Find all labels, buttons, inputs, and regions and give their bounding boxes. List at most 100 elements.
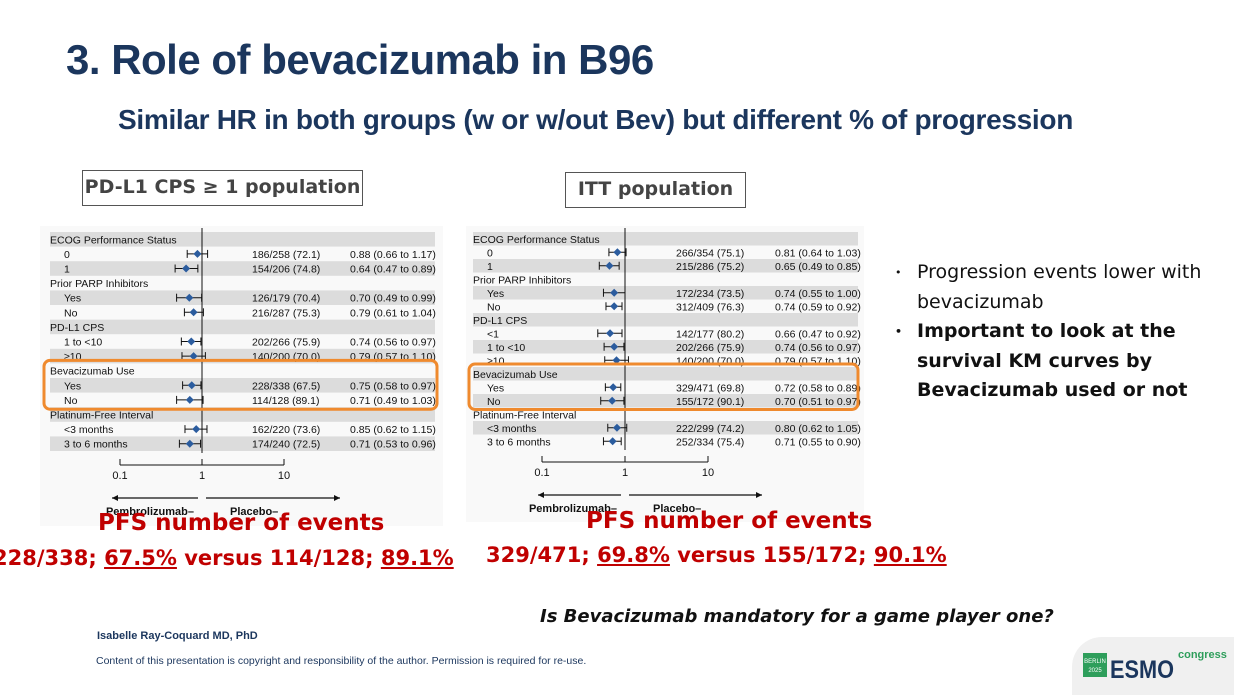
hr-point-marker — [187, 381, 196, 390]
row-stripe — [473, 232, 858, 246]
row-stripe — [473, 421, 858, 435]
x-axis-tick-label: 10 — [278, 470, 290, 482]
events-value: 216/287 (75.3) — [252, 307, 320, 319]
x-axis-tick-label: 1 — [622, 467, 628, 479]
events-value: 162/220 (73.6) — [252, 424, 320, 436]
subgroup-label: Yes — [64, 380, 81, 392]
pfs-right-a: 329/471; — [486, 543, 590, 567]
subgroup-label: 1 — [487, 261, 493, 273]
subgroup-label: Yes — [64, 293, 81, 305]
bullet-dot-icon: • — [895, 266, 902, 279]
row-stripe — [50, 407, 435, 422]
hr-ci-value: 0.74 (0.59 to 0.92) — [775, 301, 861, 313]
events-value: 228/338 (67.5) — [252, 380, 320, 392]
subgroup-label: 1 to <10 — [64, 337, 102, 349]
hr-ci-value: 0.70 (0.51 to 0.97) — [775, 396, 861, 408]
row-stripe — [50, 232, 435, 247]
hr-point-marker — [189, 308, 198, 317]
hr-ci-value: 0.79 (0.61 to 1.04) — [350, 307, 436, 319]
x-axis-tick-label: 10 — [702, 467, 714, 479]
row-stripe — [473, 259, 858, 273]
hr-ci-value: 0.88 (0.66 to 1.17) — [350, 249, 436, 261]
favors-left-label: Pembrolizumab– — [106, 506, 194, 518]
pfs-left-a-pct: 67.5% — [104, 546, 177, 570]
hr-ci-value: 0.70 (0.49 to 0.99) — [350, 293, 436, 305]
subgroup-label: 0 — [487, 247, 493, 259]
subgroup-label: No — [64, 395, 78, 407]
hr-ci-value: 0.65 (0.49 to 0.85) — [775, 261, 861, 273]
hr-point-marker — [606, 329, 615, 338]
hr-point-marker — [608, 437, 617, 446]
hr-ci-value: 0.71 (0.55 to 0.90) — [775, 436, 861, 448]
slide-subtitle: Similar HR in both groups (w or w/out Be… — [118, 104, 1073, 135]
events-value: 202/266 (75.9) — [676, 342, 744, 354]
row-stripe — [473, 340, 858, 354]
hr-ci-value: 0.81 (0.64 to 1.03) — [775, 247, 861, 259]
subgroup-header: Bevacizumab Use — [473, 369, 558, 381]
favors-left-label: Pembrolizumab– — [529, 503, 617, 515]
x-axis-tick-label: 0.1 — [112, 470, 127, 482]
row-stripe — [50, 378, 435, 393]
logo-city: BERLIN — [1084, 659, 1106, 665]
hr-ci-value: 0.80 (0.62 to 1.05) — [775, 423, 861, 435]
pfs-left-mid: versus 114/128; — [184, 546, 374, 570]
hr-point-marker — [608, 396, 617, 405]
subgroup-label: 3 to 6 months — [487, 436, 551, 448]
events-value: 202/266 (75.9) — [252, 337, 320, 349]
row-stripe — [50, 436, 435, 451]
hr-point-marker — [185, 293, 194, 302]
hr-point-marker — [185, 395, 194, 404]
subgroup-label: 1 to <10 — [487, 342, 525, 354]
hr-ci-value: 0.71 (0.49 to 1.03) — [350, 395, 436, 407]
subgroup-header: ECOG Performance Status — [50, 234, 177, 246]
x-axis-tick-label: 0.1 — [534, 467, 549, 479]
hr-point-marker — [192, 425, 201, 434]
population-label-left: PD-L1 CPS ≥ 1 population — [82, 170, 363, 206]
hr-point-marker — [610, 302, 619, 311]
subgroup-label: <3 months — [487, 423, 536, 435]
esmo-congress-logo: BERLIN 2025 ESMO congress — [1083, 645, 1231, 685]
hr-ci-value: 0.74 (0.56 to 0.97) — [350, 337, 436, 349]
x-axis-tick-label: 1 — [199, 470, 205, 482]
events-value: 126/179 (70.4) — [252, 293, 320, 305]
subgroup-label: 0 — [64, 249, 70, 261]
events-value: 186/258 (72.1) — [252, 249, 320, 261]
subgroup-header: Platinum-Free Interval — [473, 409, 576, 421]
events-value: 222/299 (74.2) — [676, 423, 744, 435]
hr-point-marker — [613, 248, 622, 257]
pfs-right-mid: versus 155/172; — [677, 543, 867, 567]
hr-point-marker — [185, 439, 194, 448]
row-stripe — [473, 394, 858, 408]
events-value: 266/354 (75.1) — [676, 247, 744, 259]
row-stripe — [473, 313, 858, 327]
hr-point-marker — [187, 337, 196, 346]
events-value: 142/177 (80.2) — [676, 328, 744, 340]
subgroup-label: Yes — [487, 382, 504, 394]
highlight-box-bevacizumab — [42, 358, 439, 411]
favors-right-label: Placebo– — [653, 503, 701, 515]
favors-right-label: Placebo– — [230, 506, 278, 518]
favors-right-arrowhead — [756, 492, 762, 498]
author-name: Isabelle Ray-Coquard MD, PhD — [97, 630, 258, 642]
subgroup-label: <3 months — [64, 424, 113, 436]
pfs-title-right: PFS number of events — [586, 508, 873, 534]
favors-right-arrowhead — [334, 495, 340, 501]
events-value: 155/172 (90.1) — [676, 396, 744, 408]
forest-plot-right: ECOG Performance Status 0 266/354 (75.1) 0.… — [466, 226, 864, 522]
hr-point-marker — [610, 288, 619, 297]
hr-ci-value: 0.71 (0.53 to 0.96) — [350, 439, 436, 451]
pfs-title-left: PFS number of events — [98, 510, 385, 536]
forest-plot-left-svg: ECOG Performance Status 0 186/258 (72.1) 0.… — [42, 228, 439, 518]
events-value: 172/234 (73.5) — [676, 288, 744, 300]
hr-point-marker — [605, 261, 614, 270]
events-value: 329/471 (69.8) — [676, 382, 744, 394]
events-value: 114/128 (89.1) — [252, 395, 320, 407]
subgroup-header: Platinum-Free Interval — [50, 410, 153, 422]
subgroup-header: PD-L1 CPS — [50, 322, 104, 334]
hr-point-marker — [182, 264, 191, 273]
logo-suffix: congress — [1178, 649, 1227, 661]
hr-ci-value: 0.85 (0.62 to 1.15) — [350, 424, 436, 436]
pfs-summary-right: 329/471; 69.8% versus 155/172; 90.1% — [486, 543, 947, 567]
hr-ci-value: 0.74 (0.55 to 1.00) — [775, 288, 861, 300]
